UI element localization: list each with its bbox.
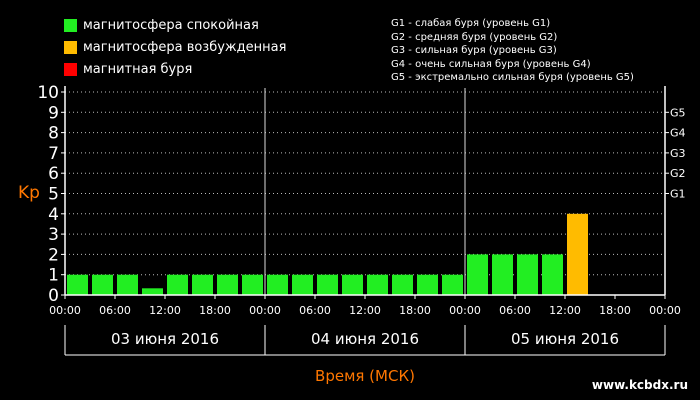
kp-bar <box>567 213 588 295</box>
g-level-label: G1 <box>670 188 686 201</box>
g-level-label: G5 <box>670 106 686 119</box>
legend-item-unsettled: магнитосфера возбужденная <box>64 36 286 58</box>
x-tick-label: 00:00 <box>449 304 481 317</box>
y-tick-label: 8 <box>48 124 59 144</box>
x-axis-label: Время (МСК) <box>315 367 415 385</box>
storm-level-g5: G5 - экстремально сильная буря (уровень … <box>391 72 634 83</box>
x-tick-label: 12:00 <box>149 304 181 317</box>
y-tick-label: 9 <box>48 103 59 123</box>
g-level-label: G3 <box>670 147 686 160</box>
kp-bar <box>542 254 563 295</box>
kp-bar <box>242 274 263 295</box>
kp-bar <box>317 274 338 295</box>
kp-bar <box>92 274 113 295</box>
day-label: 05 июня 2016 <box>511 330 619 348</box>
day-label: 03 июня 2016 <box>111 330 219 348</box>
x-tick-label: 12:00 <box>549 304 581 317</box>
legend-swatch-unsettled <box>64 40 77 54</box>
kp-bar <box>192 274 213 295</box>
x-tick-label: 06:00 <box>99 304 131 317</box>
x-tick-label: 18:00 <box>399 304 431 317</box>
storm-level-g4: G4 - очень сильная буря (уровень G4) <box>391 58 591 70</box>
kp-bar <box>367 274 388 295</box>
kp-bar <box>217 274 238 295</box>
y-tick-label: 7 <box>48 144 59 164</box>
legend-label: магнитосфера спокойная <box>83 17 259 33</box>
y-tick-label: 5 <box>48 185 59 205</box>
day-label: 04 июня 2016 <box>311 330 419 348</box>
kp-bar <box>117 274 138 295</box>
legend-swatch-quiet <box>64 18 77 32</box>
y-tick-label: 10 <box>37 83 59 103</box>
y-tick-label: 6 <box>48 164 59 184</box>
x-tick-label: 18:00 <box>199 304 231 317</box>
legend-item-storm: магнитная буря <box>64 58 286 80</box>
x-tick-label: 06:00 <box>499 304 531 317</box>
legend: магнитосфера спокойная магнитосфера возб… <box>64 14 286 80</box>
kp-bar <box>167 274 188 295</box>
x-tick-label: 06:00 <box>299 304 331 317</box>
storm-levels-legend: G1 - слабая буря (уровень G1) G2 - средн… <box>391 17 634 85</box>
kp-bar <box>267 274 288 295</box>
kp-bar <box>492 254 513 295</box>
kp-bar <box>142 288 163 295</box>
x-tick-label: 00:00 <box>49 304 81 317</box>
kp-bar <box>392 274 413 295</box>
storm-level-g3: G3 - сильная буря (уровень G3) <box>391 45 557 56</box>
x-tick-label: 00:00 <box>649 304 681 317</box>
y-tick-label: 0 <box>48 286 59 306</box>
watermark: www.kcbdx.ru <box>591 378 688 392</box>
legend-item-quiet: магнитосфера спокойная <box>64 14 286 36</box>
y-tick-label: 4 <box>48 205 59 225</box>
kp-bar <box>442 274 463 295</box>
y-tick-label: 2 <box>48 245 59 265</box>
y-axis-label: Kp <box>18 183 40 203</box>
x-tick-label: 18:00 <box>599 304 631 317</box>
x-tick-label: 00:00 <box>249 304 281 317</box>
kp-bar <box>467 254 488 295</box>
storm-level-g2: G2 - средняя буря (уровень G2) <box>391 31 558 43</box>
kp-bar <box>417 274 438 295</box>
legend-label: магнитная буря <box>83 61 193 77</box>
g-level-label: G2 <box>670 167 686 180</box>
y-tick-label: 1 <box>48 266 59 286</box>
legend-swatch-storm <box>64 62 77 76</box>
legend-label: магнитосфера возбужденная <box>83 39 287 55</box>
storm-level-g1: G1 - слабая буря (уровень G1) <box>391 18 551 29</box>
kp-bar <box>342 274 363 295</box>
kp-bar <box>67 274 88 295</box>
g-level-label: G4 <box>670 127 686 140</box>
y-tick-label: 3 <box>48 225 59 245</box>
kp-bar <box>517 254 538 295</box>
kp-bar <box>292 274 313 295</box>
x-tick-label: 12:00 <box>349 304 381 317</box>
